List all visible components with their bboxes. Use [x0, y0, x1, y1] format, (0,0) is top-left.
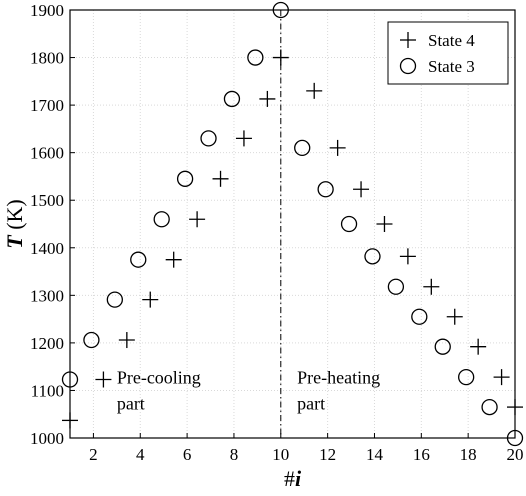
grid-lines: [70, 10, 515, 438]
y-tick-labels: 1000 1100 1200 1300 1400 1500 1600 1700 1800 1900: [30, 1, 75, 448]
point-circle-13: [364, 248, 381, 265]
legend-marker-0: [400, 32, 416, 48]
x-tick-label-8: 18: [460, 445, 477, 464]
point-plus-18: [493, 369, 510, 386]
x-tick-label-0: 2: [89, 445, 98, 464]
point-circle-4: [153, 211, 170, 228]
annotation-0-line-0: Pre-cooling: [117, 367, 201, 387]
x-tick-labels: 2 4 6 8 10 12 14 16 18 20: [89, 433, 524, 464]
y-axis-title: T (K): [2, 199, 27, 249]
y-tick-label-6: 1600: [30, 144, 64, 163]
point-circle-5: [176, 170, 194, 187]
annotations: Pre-cooling part Pre-heating part: [117, 367, 380, 413]
point-plus-16: [446, 308, 463, 325]
point-plus-12: [353, 181, 370, 198]
legend: State 4 State 3: [387, 21, 509, 85]
point-circle-10: [294, 139, 311, 157]
legend-label-1: State 3: [428, 57, 475, 76]
x-tick-label-4: 10: [272, 445, 289, 464]
x-tick-label-5: 12: [319, 445, 336, 464]
point-plus-10: [306, 82, 323, 99]
legend-marker-1: [399, 57, 417, 75]
x-tick-label-6: 14: [366, 445, 384, 464]
x-tick-label-9: 20: [507, 445, 524, 464]
annotation-0: Pre-cooling part: [117, 367, 201, 413]
annotation-1-line-0: Pre-heating: [297, 367, 380, 387]
y-tick-label-7: 1700: [30, 96, 64, 115]
annotation-1-line-1: part: [297, 393, 325, 413]
point-plus-7: [235, 130, 252, 147]
point-plus-13: [376, 216, 393, 232]
point-circle-12: [340, 215, 358, 233]
point-circle-3: [130, 251, 147, 268]
point-circle-1: [83, 331, 100, 349]
plot-frame: [69, 9, 516, 439]
point-plus-15: [423, 278, 440, 295]
y-tick-label-4: 1400: [30, 239, 64, 258]
y-axis-unit: (K): [2, 199, 27, 235]
x-axis-title: #i: [284, 466, 302, 491]
annotation-1: Pre-heating part: [297, 367, 380, 413]
point-circle-14: [387, 278, 405, 295]
legend-label-0: State 4: [428, 31, 475, 50]
point-plus-1: [95, 371, 112, 388]
y-tick-label-3: 1300: [30, 286, 64, 305]
y-tick-label-8: 1800: [30, 49, 64, 68]
point-plus-5: [189, 211, 206, 228]
y-tick-label-1: 1100: [31, 381, 64, 400]
y-axis-var: T: [2, 234, 27, 249]
point-circle-18: [481, 398, 498, 416]
series-1: [61, 1, 524, 447]
point-plus-6: [212, 170, 229, 187]
point-plus-11: [329, 139, 346, 156]
x-axis-symbol: #: [284, 466, 295, 491]
x-tick-label-2: 6: [183, 445, 192, 464]
y-tick-label-9: 1900: [30, 1, 64, 20]
x-tick-label-3: 8: [230, 445, 239, 464]
point-plus-14: [399, 248, 416, 265]
x-axis-var: i: [295, 466, 302, 491]
point-plus-3: [142, 291, 159, 308]
point-circle-17: [458, 368, 475, 386]
point-circle-6: [200, 130, 217, 147]
y-tick-label-5: 1500: [30, 191, 64, 210]
annotation-0-line-1: part: [117, 393, 145, 413]
point-plus-9: [272, 49, 289, 66]
y-tick-label-2: 1200: [30, 334, 64, 353]
y-tick-label-0: 1000: [30, 429, 64, 448]
point-circle-11: [317, 181, 334, 198]
point-circle-2: [106, 291, 123, 308]
x-tick-label-1: 4: [136, 445, 145, 464]
point-circle-8: [247, 49, 264, 66]
point-plus-2: [118, 332, 135, 349]
x-tick-label-7: 16: [413, 445, 430, 464]
point-circle-15: [411, 308, 428, 325]
point-plus-8: [259, 90, 276, 107]
point-plus-4: [165, 251, 182, 268]
point-circle-16: [434, 338, 451, 355]
point-circle-7: [223, 90, 241, 108]
point-plus-17: [470, 338, 487, 355]
